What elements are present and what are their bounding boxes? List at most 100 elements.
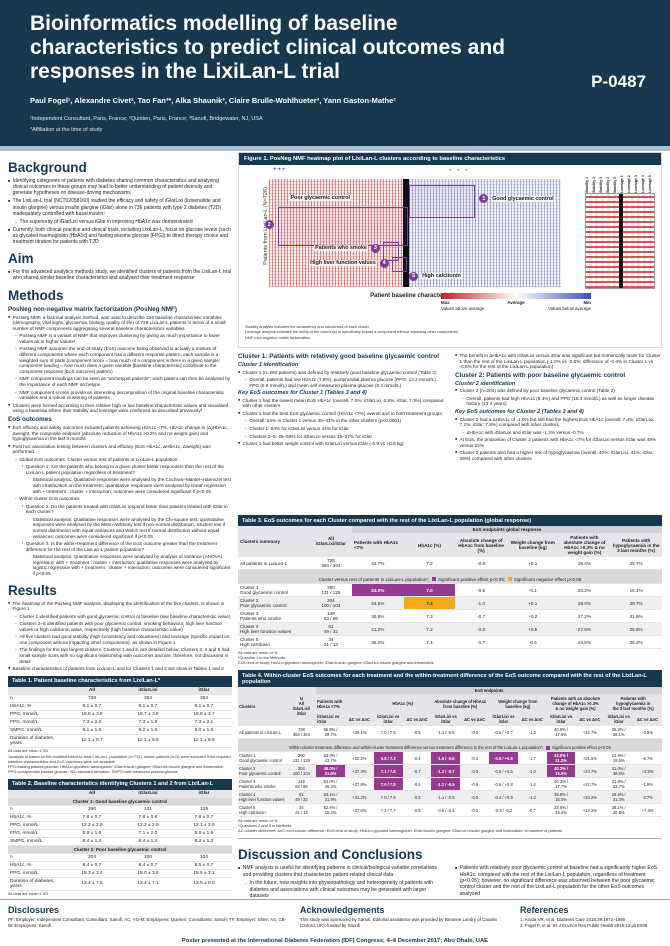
cluster-1-outcomes-list: ■ Cluster 1 had the lowest mean EoS HbA1c… — [238, 398, 445, 447]
table-cell: Cluster 3 Patients who smoke — [238, 609, 310, 623]
methods-subheading-posneg: PosNeg non-negative matrix factorization… — [8, 305, 177, 313]
table-cell: 13.5 ± 8.0 — [176, 877, 232, 891]
bullet-text: Overall, patients had low HbA1c (7.8%), … — [249, 377, 438, 388]
table-cell: 42.7% — [351, 556, 404, 570]
cluster-2-badge: 2 — [264, 220, 274, 230]
table-cell: 38.8% / 15.6% — [546, 790, 576, 805]
column-header: iGlarLixi — [120, 686, 176, 695]
methods-eos-list: ■ EoS efficacy and safety outcomes includ… — [8, 425, 232, 577]
cluster-findings-columns: Cluster 1: Patients with relatively good… — [238, 353, 662, 511]
bullet-text: Cluster 1 had the best EoS glycaemic con… — [242, 410, 444, 416]
bullet-item: – Cluster 1: 64% for iGlarLixi versus 44%… — [238, 426, 445, 432]
table-cell: Cluster 2 Poor glycaemic control — [238, 596, 310, 610]
figure-x-axis-label: Patient baseline characteristics — [370, 293, 460, 299]
cluster-2-box — [277, 207, 409, 246]
table-cell: 8.4 ± 0.7 — [64, 861, 120, 870]
bullet-text: Patients with relatively poor glycaemic … — [459, 865, 658, 897]
column-header: All iGlarLixi/iGlar — [309, 526, 352, 557]
table-cell: +22.7% — [575, 777, 605, 792]
bullet-item: – The findings for the two largest cluste… — [8, 647, 232, 664]
bullet-marker: ■ — [8, 402, 11, 407]
poster-footer: Disclosures PF: Employer: Independent Co… — [0, 899, 670, 946]
column-header: iGlar — [176, 789, 232, 798]
table-4-header-row: Clusters N All iGlarLixi/ iGlar EoS endp… — [238, 687, 662, 727]
table-cell: 131 — [120, 805, 176, 814]
table-4-group-row: Patients with HbA1c <7% HbA1c (%) Absolu… — [238, 694, 662, 714]
table-cell: 34 21 / 13 — [286, 803, 317, 818]
bullet-marker: ■ — [455, 866, 458, 871]
table-cell: -1.1 / -0.5 — [431, 777, 461, 792]
aim-list: ■ For this advanced analytics methods stu… — [8, 269, 232, 281]
cluster-1-continued-list: ■ The benefit in ΔHbA1c with iGlarLixi ve… — [455, 353, 662, 370]
text-line: *Questions 2 and 3 in Methods — [238, 823, 292, 828]
bullet-text: At EoS, the proportion of Cluster 2 pati… — [459, 437, 657, 448]
purple-square-icon — [432, 577, 437, 581]
table-cell: 6.8 ± 1.6 — [176, 829, 232, 838]
table-cell: 260 131 / 129 — [309, 583, 352, 597]
table-cell: -0.6 — [455, 583, 507, 597]
table-cell: 36.2% — [351, 635, 404, 649]
table-cell: 12.2 ± 2.8 — [64, 821, 120, 830]
column-header: All — [64, 789, 120, 798]
table-4-grid: Clusters N All iGlarLixi/ iGlar EoS endp… — [238, 687, 662, 818]
column-header: iGlarLixi vs iGlar — [316, 712, 345, 727]
bullet-text: The findings for the two largest cluster… — [19, 647, 230, 664]
methods-subheading-eos: EoS outcomes — [8, 415, 52, 423]
column-header: iGlar — [176, 686, 232, 695]
table-cell: +26.1% — [344, 725, 374, 740]
table-cell: 13.4 ± 7.1 — [120, 877, 176, 891]
text-line: All data are mean or % — [238, 649, 278, 655]
cluster-2-outcomes-list: ■ Cluster 2 had a ΔHbA1c of -1.0% but sti… — [455, 417, 662, 462]
column-header: ΔC vs ΔnC — [575, 712, 605, 727]
table-row: All patients in LixiLan-L 728 364 / 364 42… — [238, 556, 662, 570]
bullet-marker: ■ — [455, 450, 458, 455]
table-cell: HbA1c, % — [8, 813, 64, 822]
band-negative-text: Significant negative effect p<0.05 — [513, 576, 582, 582]
table-cell: HbA1c, % — [8, 861, 64, 870]
bullet-marker: ■ — [8, 314, 11, 319]
bullet-item: · Statistical analysis: Quantitative resp… — [8, 554, 232, 577]
table-cell: 12.2 ± 2.9 — [120, 821, 176, 830]
table-cell: 6.9 ± 1.8 — [64, 829, 120, 838]
table-cell: HbA1c, % — [8, 702, 64, 711]
stability-leverage-heatmap: Stability 1 Stability 2 Stability 3 Stab… — [585, 167, 655, 291]
references-heading: References — [520, 905, 569, 915]
band-text: Within-cluster treatment difference and … — [289, 745, 544, 751]
column-header: Clusters summary — [238, 526, 310, 557]
disclosures-text: PF: Employer: Independent Consultant; Co… — [8, 917, 287, 928]
table-cell: +7.3% — [633, 803, 662, 818]
table-cell: 204 100 / 104 — [286, 764, 317, 779]
table-cell: 7.3 ± 2.1 — [176, 718, 232, 727]
bullet-item: ■ The heatmap of the PosNeg NMF analysis,… — [8, 601, 232, 612]
bullet-item: ■ Cluster 1 (n=260 patients) was defined … — [238, 370, 445, 376]
table-cell: -1.1 / -0.6 — [431, 725, 461, 740]
table-cell: 36.2% — [610, 635, 662, 649]
table-cell: 29.4% — [558, 556, 611, 570]
band-text: Cluster versus rest of patients in LixiL… — [318, 576, 430, 582]
table-cell: 7.3 — [403, 609, 456, 623]
table-row: Duration of diabetes, years 12.1 ± 6.7 12.… — [8, 734, 232, 748]
disclosures-heading: Disclosures — [8, 905, 60, 915]
table-cell: 81 49 / 32 — [309, 622, 352, 636]
cluster-2-text: Poor glycaemic control — [289, 195, 352, 202]
cluster-3-box — [382, 241, 400, 261]
bullet-item: ■ Post hoc association testing between cl… — [8, 444, 232, 455]
bullet-text: Clusters 2–5: 49–56% for iGlarLixi versu… — [249, 433, 373, 439]
table-cell: 7.2 — [403, 622, 456, 636]
cluster-5-text: High calcitonin — [421, 273, 462, 280]
bullet-text: PosNeg NMF is a variant of NMF that impr… — [19, 333, 220, 344]
table-cell: 31.9% — [610, 609, 662, 623]
table-row: All patients in LixiLan-L 728 364 / 364 55… — [238, 725, 662, 740]
column-header: Patients with hypoglycaemia in the 3 las… — [610, 533, 662, 557]
bullet-text: Clusters 2–5 identified patients with po… — [19, 621, 223, 632]
table-cell: 7.0 — [403, 583, 456, 597]
table-cell: -0.9 / -0.4 — [431, 803, 461, 818]
table-3-footnotes: All data are mean or % *Question 1 in the… — [238, 649, 662, 667]
bullet-item: ■ For this advanced analytics methods stu… — [8, 269, 232, 281]
bullet-text: Cluster 1: 64% for iGlarLixi versus 44% … — [249, 426, 349, 431]
text-line: *Analysis is based on the modified inten… — [8, 753, 231, 764]
table-3-subheader-row: Patients with HbA1c <7% HbA1c (%) Absolu… — [238, 533, 662, 557]
figure-1-caption: Figure 1. PosNeg NMF heatmap plot of Lix… — [239, 153, 661, 165]
bullet-marker: – — [245, 418, 247, 423]
column-header: ΔC vs ΔnC — [633, 712, 662, 727]
